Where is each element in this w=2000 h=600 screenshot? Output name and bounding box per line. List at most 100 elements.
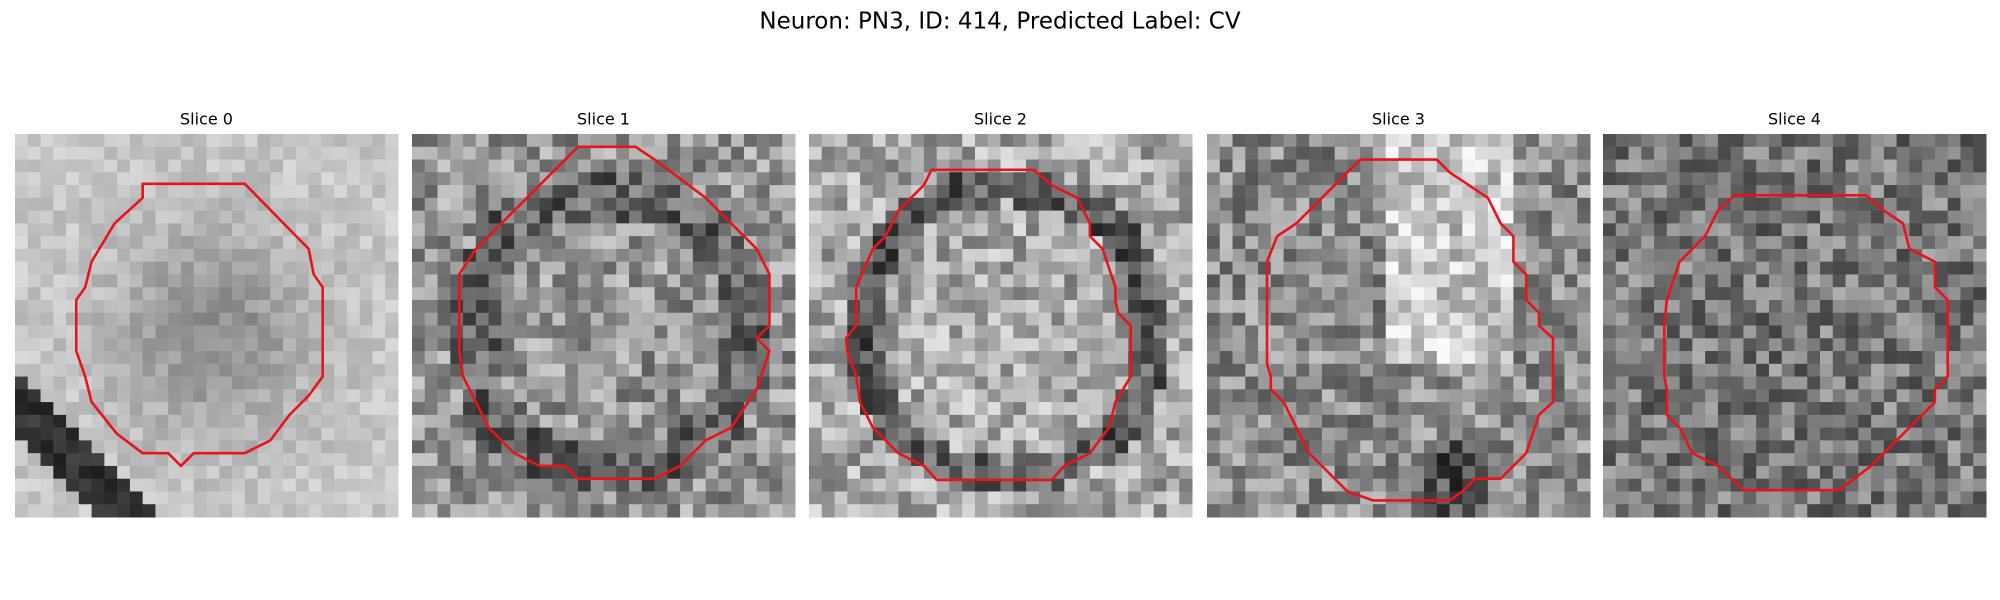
pixel [1372, 261, 1387, 275]
pixel [295, 274, 310, 288]
pixel [1449, 427, 1463, 441]
pixel [1153, 363, 1167, 378]
pixel [680, 248, 694, 263]
pixel [27, 351, 42, 365]
pixel [911, 478, 925, 492]
pixel [590, 351, 604, 365]
pixel [1500, 287, 1514, 301]
pixel [1140, 376, 1155, 390]
pixel [1153, 287, 1167, 301]
pixel [1832, 325, 1847, 339]
pixel [193, 299, 207, 314]
pixel [1102, 376, 1116, 390]
pixel [821, 236, 836, 250]
pixel [667, 402, 681, 416]
pixel [731, 465, 745, 480]
pixel [475, 172, 490, 186]
pixel [577, 453, 592, 467]
pixel [936, 287, 950, 301]
pixel [1871, 274, 1885, 288]
pixel [1360, 389, 1374, 403]
pixel [872, 325, 887, 339]
pixel [1283, 440, 1297, 454]
pixel [1475, 134, 1489, 148]
pixel [1102, 134, 1116, 148]
pixel [1398, 440, 1412, 454]
pixel [1717, 146, 1732, 161]
pixel [40, 465, 54, 480]
pixel [731, 210, 745, 224]
pixel [1153, 134, 1167, 148]
pixel [1077, 504, 1091, 518]
pixel [1436, 478, 1451, 492]
pixel [1296, 312, 1310, 326]
pixel [372, 287, 386, 301]
pixel [91, 146, 105, 161]
pixel [936, 236, 950, 250]
pixel [1385, 146, 1399, 161]
pixel [53, 351, 67, 365]
pixel [155, 299, 169, 314]
pixel [283, 389, 297, 403]
pixel [1115, 185, 1129, 199]
pixel [1360, 351, 1374, 365]
pixel [1436, 287, 1451, 301]
pixel [1564, 312, 1578, 326]
pixel [1756, 402, 1770, 416]
pixel [809, 453, 823, 467]
pixel [1896, 465, 1910, 480]
pixel [270, 491, 284, 505]
pixel [1232, 287, 1246, 301]
pixel [283, 440, 297, 454]
pixel [1832, 146, 1847, 161]
pixel [1794, 210, 1808, 224]
pixel [1487, 440, 1502, 454]
pixel [359, 478, 373, 492]
pixel [514, 325, 528, 339]
pixel [257, 453, 271, 467]
pixel [1551, 248, 1565, 263]
pixel [987, 236, 1001, 250]
pixel [15, 210, 29, 224]
pixel [180, 261, 195, 275]
pixel [412, 185, 426, 199]
pixel [641, 389, 656, 403]
pixel [731, 338, 745, 352]
pixel [552, 389, 566, 403]
pixel [1679, 287, 1693, 301]
pixel [1845, 491, 1859, 505]
pixel [1947, 223, 1961, 237]
pixel [1654, 185, 1668, 199]
pixel [847, 287, 861, 301]
pixel [244, 210, 259, 224]
pixel [463, 504, 477, 518]
pixel [244, 504, 259, 518]
pixel [1845, 287, 1859, 301]
pixel [117, 440, 131, 454]
pixel [1781, 504, 1795, 518]
pixel [270, 504, 284, 518]
pixel [1166, 146, 1180, 161]
pixel [1947, 312, 1961, 326]
pixel [1832, 414, 1847, 429]
pixel [40, 351, 54, 365]
pixel [860, 236, 874, 250]
pixel [1245, 299, 1259, 314]
pixel [1666, 440, 1681, 454]
pixel [667, 274, 681, 288]
pixel [539, 478, 553, 492]
pixel [616, 325, 630, 339]
pixel [1628, 440, 1642, 454]
pixel [1166, 325, 1180, 339]
pixel [923, 223, 938, 237]
pixel [142, 465, 156, 480]
pixel [129, 274, 144, 288]
pixel [1115, 299, 1129, 314]
pixel [860, 185, 874, 199]
pixel [1462, 134, 1476, 148]
pixel [1947, 185, 1961, 199]
pixel [1372, 338, 1387, 352]
pixel [821, 248, 836, 263]
pixel [1360, 146, 1374, 161]
pixel [1411, 287, 1425, 301]
